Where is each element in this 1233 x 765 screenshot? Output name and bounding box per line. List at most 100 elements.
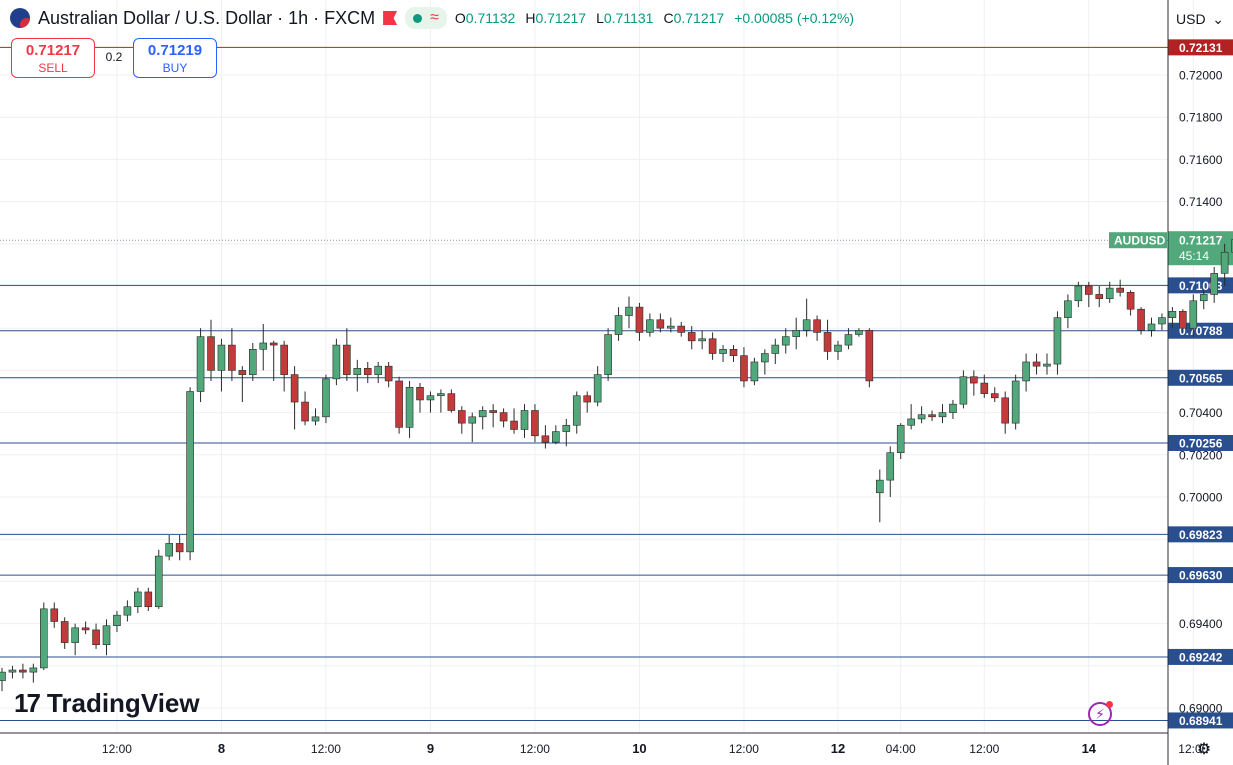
candle bbox=[1210, 267, 1218, 303]
candle bbox=[1231, 239, 1233, 253]
ohlc-open: O0.71132 bbox=[454, 10, 516, 26]
time-axis[interactable]: 12:00 8 12:00 9 12:00 10 12:00 12 04:00 12:00 14 12… bbox=[102, 741, 1209, 756]
time-tick-label: 12:00 bbox=[102, 742, 132, 756]
candle bbox=[750, 357, 759, 386]
candle-body bbox=[374, 365, 383, 375]
candle-body bbox=[1199, 294, 1208, 302]
candle-body bbox=[687, 332, 696, 342]
candle bbox=[50, 602, 59, 628]
candle bbox=[165, 534, 173, 561]
candle bbox=[113, 610, 121, 633]
candle bbox=[614, 307, 623, 341]
symbol-title[interactable]: Australian Dollar / U.S. Dollar · 1h · F… bbox=[38, 7, 376, 28]
candle-body bbox=[844, 334, 853, 346]
candle-body bbox=[1032, 361, 1041, 367]
candle-body bbox=[269, 342, 278, 346]
candle bbox=[928, 410, 936, 422]
level-label-bg bbox=[1168, 648, 1233, 665]
candle-body bbox=[71, 627, 79, 643]
candle bbox=[134, 587, 142, 614]
candle-body bbox=[363, 367, 372, 375]
price-tick-label: 0.70400 bbox=[1179, 406, 1223, 420]
candle bbox=[39, 602, 48, 671]
candle-body bbox=[1137, 308, 1145, 331]
candle-body bbox=[896, 424, 905, 453]
horizontal-levels[interactable]: 0.721310.710030.707880.705650.702560.698… bbox=[0, 39, 1233, 729]
level-label: 0.68941 bbox=[1179, 714, 1223, 728]
candle bbox=[562, 418, 571, 447]
currency-label: USD bbox=[1176, 11, 1206, 27]
candle-body bbox=[384, 365, 393, 382]
candle bbox=[1116, 279, 1124, 297]
candle bbox=[1085, 281, 1093, 308]
logo-mark: 17 bbox=[14, 688, 41, 718]
sell-button[interactable]: 0.71217 SELL bbox=[11, 38, 95, 78]
candles bbox=[0, 239, 1233, 692]
candle-body bbox=[123, 606, 132, 616]
lightning-icon[interactable]: ⚡ bbox=[1088, 702, 1112, 726]
candle-body bbox=[970, 376, 978, 384]
currency-selector[interactable]: USD ⌄ bbox=[1170, 6, 1230, 32]
candle-body bbox=[1116, 287, 1124, 293]
candle bbox=[1105, 281, 1114, 303]
candle-body bbox=[813, 319, 821, 333]
candle bbox=[510, 408, 518, 434]
candle-body bbox=[1043, 363, 1051, 367]
gear-icon[interactable]: ⚙ bbox=[1196, 741, 1212, 758]
red-flag-icon[interactable] bbox=[383, 11, 398, 25]
candle bbox=[792, 317, 801, 350]
market-open-dot-icon bbox=[413, 13, 423, 23]
candle-body bbox=[259, 342, 268, 350]
bar-countdown: 45:14 bbox=[1179, 249, 1209, 263]
buy-button[interactable]: 0.71219 BUY bbox=[133, 38, 217, 78]
candle-body bbox=[186, 391, 194, 553]
candle-body bbox=[196, 336, 205, 392]
candle bbox=[1147, 317, 1156, 337]
candle bbox=[249, 342, 257, 381]
price-tick-label: 0.69000 bbox=[1179, 702, 1223, 716]
candle bbox=[468, 412, 477, 443]
candle bbox=[196, 328, 205, 403]
price-axis[interactable]: 0.72000 0.71800 0.71600 0.71400 0.70400 0.702… bbox=[1179, 69, 1223, 716]
candle bbox=[761, 349, 769, 375]
candle bbox=[71, 623, 79, 656]
time-tick-label: 12:00 bbox=[520, 742, 550, 756]
candle-body bbox=[301, 401, 309, 422]
time-tick-label: 12:00 bbox=[969, 742, 999, 756]
candle bbox=[384, 361, 393, 388]
candle bbox=[949, 399, 957, 419]
chevron-down-icon: ⌄ bbox=[1212, 10, 1224, 27]
candle-body bbox=[1001, 397, 1010, 424]
candle bbox=[238, 366, 247, 403]
candle bbox=[813, 315, 821, 341]
candle-body bbox=[290, 374, 299, 403]
candle bbox=[990, 387, 999, 403]
market-status-pill[interactable]: ≈ bbox=[405, 7, 447, 29]
candle-body bbox=[238, 370, 247, 375]
candle bbox=[855, 328, 863, 337]
candle-body bbox=[29, 667, 38, 673]
candle bbox=[583, 391, 592, 413]
level-label-bg bbox=[1168, 369, 1233, 386]
candle-body bbox=[1126, 292, 1135, 310]
candle-body bbox=[0, 671, 6, 681]
candle-body bbox=[520, 410, 529, 430]
candle bbox=[834, 340, 842, 360]
candle-body bbox=[1074, 285, 1083, 302]
ohlc-close: C0.71217 bbox=[663, 10, 725, 26]
candle-body bbox=[134, 591, 142, 608]
candle bbox=[656, 313, 665, 333]
candle bbox=[353, 359, 362, 392]
candle bbox=[917, 406, 926, 424]
candle bbox=[19, 663, 27, 679]
candle bbox=[666, 317, 675, 333]
candle bbox=[175, 534, 184, 561]
candle-body bbox=[865, 330, 874, 382]
candle-body bbox=[583, 395, 592, 403]
candle bbox=[1011, 374, 1020, 430]
candle-body bbox=[102, 625, 111, 646]
level-label-bg bbox=[1168, 712, 1233, 729]
candle bbox=[311, 408, 320, 426]
candle bbox=[332, 338, 341, 386]
